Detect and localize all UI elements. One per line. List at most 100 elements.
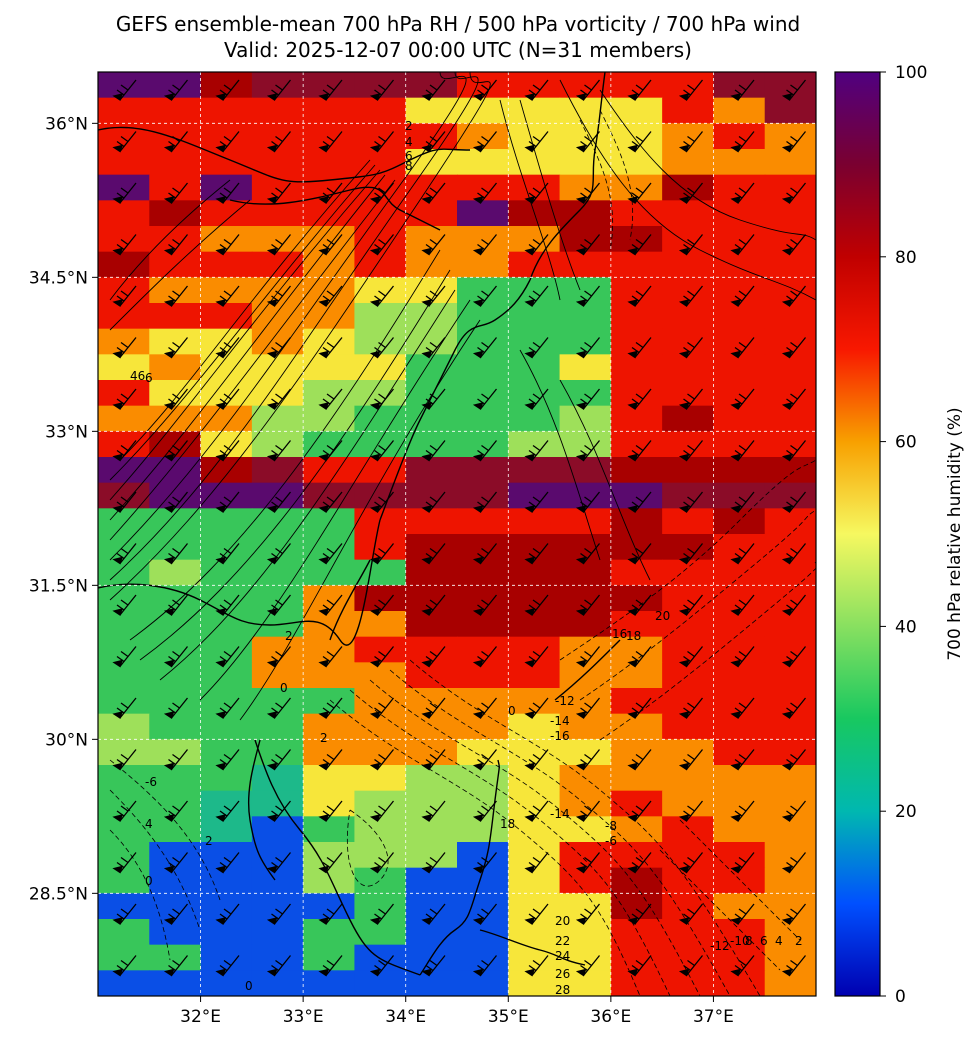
wind-barb [421, 285, 446, 308]
rh-cell [149, 816, 202, 843]
wind-barb [318, 903, 343, 926]
wind-barb [163, 749, 189, 771]
wind-barb [524, 903, 549, 926]
rh-cell [98, 816, 150, 843]
wind-barb [472, 749, 498, 771]
rh-cell [200, 816, 253, 843]
rh-cell [303, 482, 356, 509]
rh-cell [149, 585, 202, 612]
rh-cell [149, 303, 202, 330]
wind-barb [678, 337, 704, 359]
rh-cell [251, 867, 304, 894]
wind-barb [575, 182, 601, 205]
rh-cell [713, 765, 766, 792]
rh-cell [149, 431, 202, 458]
rh-cell [508, 816, 561, 843]
rh-cell [354, 328, 407, 355]
rh-cell [354, 867, 407, 894]
wind-barb [627, 697, 652, 720]
rh-cell [764, 611, 816, 638]
wind-barb [472, 646, 498, 668]
rh-cell [98, 867, 150, 894]
wind-barb [575, 800, 601, 823]
rh-cell [98, 251, 150, 278]
wind-barb [627, 337, 652, 359]
wind-barb [369, 646, 395, 668]
map-panel: 2 4 6 8 2 0 2 0 -12 -14 -16 16 18 20 18 … [29, 71, 817, 1027]
wind-barb [112, 749, 137, 771]
rh-cell [508, 739, 561, 766]
wind-barb [730, 594, 755, 617]
rh-cell [98, 739, 150, 766]
rh-cell [713, 944, 766, 971]
wind-barb [215, 800, 240, 823]
rh-cell [354, 688, 407, 715]
rh-cell [405, 431, 458, 458]
wind-barb [266, 955, 292, 977]
wind-barb [730, 800, 755, 823]
wind-barb [524, 440, 549, 462]
rh-cell [98, 585, 150, 612]
wind-barb [266, 852, 292, 874]
wind-barb [163, 646, 189, 668]
wind-barb [266, 285, 292, 308]
wind-barb [163, 234, 189, 256]
wind-barb [730, 749, 755, 771]
colorbar-frame [834, 71, 881, 997]
rh-cell [662, 534, 715, 561]
rh-cell [662, 585, 715, 612]
rh-cell [200, 611, 253, 638]
rh-cell [713, 303, 766, 330]
colorbar-gradient [835, 72, 880, 996]
rh-cell [200, 534, 253, 561]
wind-barb [524, 337, 549, 359]
wind-barb [266, 131, 292, 153]
wind-barb [215, 646, 240, 668]
wind-barb [318, 697, 343, 720]
rh-cell [149, 739, 202, 766]
rh-cell [610, 919, 663, 946]
wind-barb [730, 903, 755, 926]
rh-cell [354, 559, 407, 586]
wind-barb [575, 491, 601, 514]
wind-barb [678, 646, 704, 668]
rh-cell [662, 893, 715, 920]
rh-cell [559, 508, 612, 535]
rh-cell [457, 970, 509, 996]
wind-barb [421, 234, 446, 256]
rh-cell [662, 842, 715, 869]
wind-barb [318, 131, 343, 153]
rh-cell [98, 174, 150, 201]
rh-cell [354, 790, 407, 817]
rh-cell [662, 559, 715, 586]
wind-barb [730, 131, 755, 153]
rh-cell [98, 790, 150, 817]
rh-cell [764, 97, 816, 124]
rh-cell [713, 354, 766, 381]
rh-cell [303, 354, 356, 381]
rh-cell [354, 893, 407, 920]
rh-cell [610, 842, 663, 869]
rh-cell [457, 534, 509, 561]
wind-barb [318, 234, 343, 256]
rh-cell [354, 431, 407, 458]
rh-cell [405, 842, 458, 869]
wind-barb [730, 440, 755, 462]
rh-cell [98, 72, 150, 99]
wind-barb [781, 852, 807, 874]
rh-cell [713, 739, 766, 766]
rh-cell [508, 251, 561, 278]
rh-cell [98, 508, 150, 535]
wind-barb [781, 131, 807, 153]
rh-cell [457, 405, 509, 432]
wind-barb [266, 697, 292, 720]
wind-barb [575, 131, 601, 153]
rh-cell [662, 457, 715, 484]
wind-barb [369, 182, 395, 205]
wind-barb [575, 749, 601, 771]
rh-cell [200, 251, 253, 278]
wind-barb [421, 646, 446, 668]
rh-cell [559, 842, 612, 869]
rh-cell [457, 739, 509, 766]
wind-barb [421, 594, 446, 617]
